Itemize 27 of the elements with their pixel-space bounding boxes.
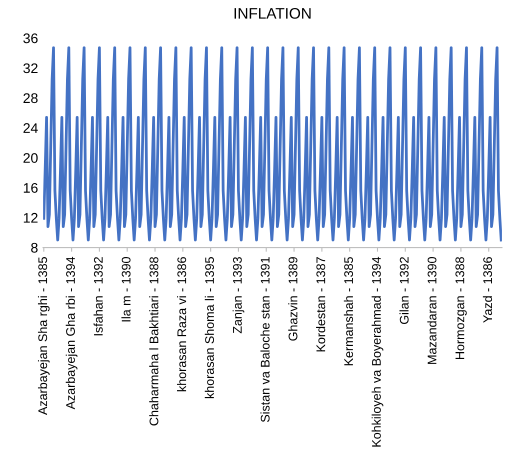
- y-tick-label: 32: [23, 63, 38, 74]
- line-series: [43, 46, 502, 242]
- y-tick-label: 8: [31, 242, 38, 253]
- y-tick-label: 24: [23, 123, 38, 133]
- x-tick-label: Kermanshah - 1385: [344, 257, 354, 366]
- y-tick-label: 12: [24, 212, 38, 223]
- x-tick-label: Kordestan - 1387: [316, 257, 326, 352]
- x-tick-label: khorasan Shoma li - 1395: [204, 257, 214, 398]
- x-tick-label: Sistan va Baloche stan - 1391: [260, 257, 270, 422]
- x-tick-label: Zanjan - 1393: [232, 257, 244, 334]
- chart-title: INFLATION: [234, 8, 311, 19]
- x-tick-label: Isfahan - 1392: [94, 257, 103, 336]
- x-tick-label: Ila m - 1390: [121, 257, 131, 322]
- x-tick-label: Yazd - 1386: [482, 257, 492, 323]
- y-tick-label: 36: [23, 33, 38, 44]
- x-tick-label: Gilan - 1392: [399, 257, 409, 324]
- y-tick-label: 20: [23, 153, 38, 163]
- x-tick-label: Azarbayejan Gha rbi - 1394: [66, 256, 78, 410]
- x-tick-label: Hormozgan - 1388: [455, 257, 467, 360]
- x-tick-label: Chaharmaha l Bakhtiari - 1388: [149, 257, 158, 426]
- x-tick-label: Ghazvin - 1389: [288, 257, 298, 341]
- x-tick-label: Azarbayejan Sha rghi - 1385: [38, 257, 50, 415]
- y-tick-label: 28: [23, 93, 38, 104]
- x-tick-label: khorasan Raza vi - 1386: [177, 257, 186, 392]
- x-tick-label: Mazandaran - 1390: [427, 257, 436, 364]
- y-tick-label: 16: [24, 183, 38, 193]
- x-tick-label: Kohkiloyeh va Boyerahmad - 1394: [372, 256, 384, 447]
